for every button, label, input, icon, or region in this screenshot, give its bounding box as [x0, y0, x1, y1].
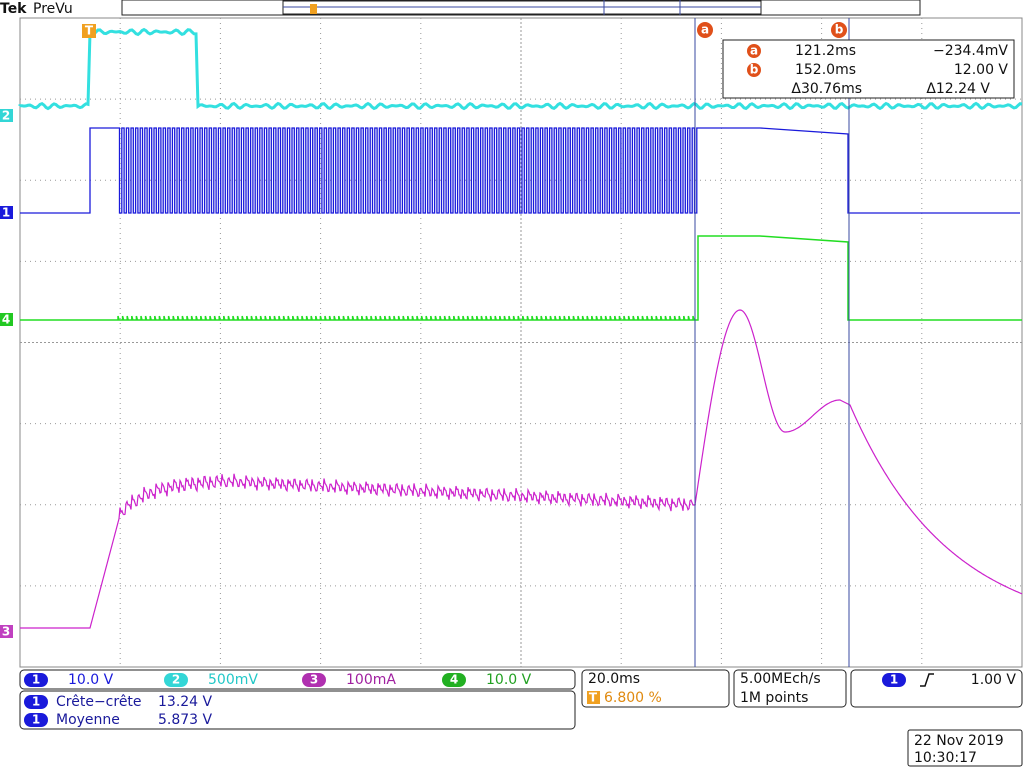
trigger-pos-icon-label: T — [589, 691, 598, 705]
channel-scale: 100mA — [346, 672, 396, 688]
channel-badge — [24, 673, 48, 687]
ch3-marker — [0, 625, 13, 638]
trigger-level: 1.00 V — [971, 672, 1017, 688]
cursor-delta-value: Δ12.24 V — [926, 81, 990, 97]
cursor-a-value: −234.4mV — [933, 43, 1008, 59]
measure-name: Crête−crête — [56, 694, 142, 710]
ch1-waveform — [20, 127, 1020, 214]
cursor-b-value: 12.00 V — [954, 62, 1009, 78]
measure-name: Moyenne — [56, 712, 120, 728]
measurements: 1 Crête−crête 13.24 V 1 Moyenne 5.873 V — [24, 694, 213, 728]
ch2-marker — [0, 109, 13, 122]
date: 22 Nov 2019 — [914, 733, 1004, 749]
trigger-slope-icon — [920, 673, 934, 687]
ch2-waveform — [18, 27, 1023, 111]
acquisition-panel — [733, 669, 847, 708]
channel-badge — [302, 673, 326, 687]
ch4-marker-label: 4 — [2, 313, 10, 327]
trigger-source-badge — [882, 673, 906, 687]
channel-id: 1 — [32, 673, 40, 687]
trigger-position: 6.800 % — [604, 690, 662, 706]
channel-badge — [442, 673, 466, 687]
waveforms — [18, 27, 1023, 629]
cursor-delta-time: Δ30.76ms — [791, 81, 862, 97]
sample-rate: 5.00MEch/s — [740, 671, 821, 687]
ch4-waveform — [20, 235, 1022, 321]
brand: Tek — [0, 1, 27, 17]
cursor-a-label: a — [701, 23, 709, 37]
trigger-pos-icon — [587, 691, 600, 704]
channel-scales: 1 10.0 V 2 500mV 3 100mA 4 10.0 V — [24, 672, 532, 688]
trigger-marker-label: T — [85, 24, 94, 38]
readout-b-label: b — [750, 63, 759, 77]
ch1-marker — [0, 206, 13, 219]
measure-value: 13.24 V — [158, 694, 213, 710]
ch3-marker-label: 3 — [2, 625, 10, 639]
ch4-marker — [0, 313, 13, 326]
trigger-marker — [82, 24, 96, 38]
time: 10:30:17 — [914, 750, 977, 766]
measure-channel: 1 — [32, 713, 40, 727]
channel-scale: 10.0 V — [68, 672, 114, 688]
measure-channel: 1 — [32, 695, 40, 709]
channel-panel — [19, 669, 576, 690]
channel-id: 2 — [172, 673, 180, 687]
readout-a-label: a — [750, 44, 758, 58]
measure-badge — [24, 695, 48, 709]
ch3-waveform — [20, 309, 1023, 629]
readout-b-badge — [747, 63, 761, 77]
trigger-source: 1 — [890, 673, 898, 687]
channel-id: 4 — [450, 673, 458, 687]
datetime-panel — [907, 729, 1023, 767]
timebase-scale: 20.0ms — [588, 671, 640, 687]
record-length: 1M points — [740, 690, 808, 706]
timebase-panel — [581, 669, 730, 708]
cursor-readout — [722, 39, 1015, 99]
mode: PreVu — [33, 1, 73, 17]
cursor-b-time: 152.0ms — [795, 62, 856, 78]
cursor-b-badge — [831, 22, 847, 38]
channel-id: 3 — [310, 673, 318, 687]
trigger-overview-marker — [310, 4, 317, 14]
cursor-a-time: 121.2ms — [795, 43, 856, 59]
ch2-marker-label: 2 — [2, 109, 10, 123]
channel-badge — [164, 673, 188, 687]
readout-a-badge — [747, 44, 761, 58]
measure-panel — [19, 690, 576, 730]
measure-value: 5.873 V — [158, 712, 213, 728]
cursor-a-badge — [697, 22, 713, 38]
channel-scale: 500mV — [208, 672, 258, 688]
measure-badge — [24, 713, 48, 727]
ch1-marker-label: 1 — [2, 206, 10, 220]
graticule — [19, 17, 1023, 668]
cursor-b-label: b — [835, 23, 844, 37]
channel-scale: 10.0 V — [486, 672, 532, 688]
